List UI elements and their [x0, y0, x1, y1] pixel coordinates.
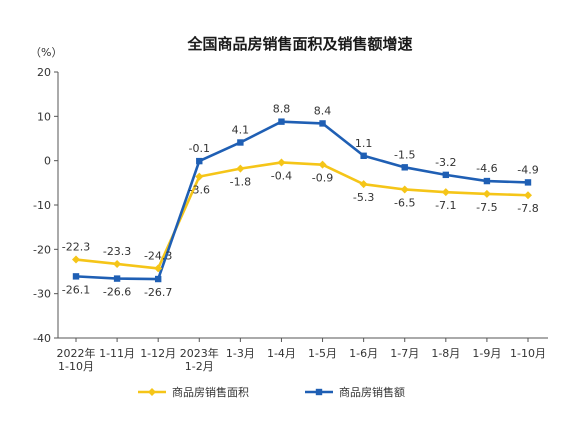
- data-point: [360, 152, 367, 159]
- y-tick-label: -40: [33, 332, 51, 345]
- data-label: -1.5: [394, 148, 415, 161]
- x-tick-label: 1-4月: [267, 347, 296, 360]
- legend-label: 商品房销售面积: [172, 385, 249, 399]
- chart-title: 全国商品房销售面积及销售额增速: [186, 35, 412, 53]
- series-line: [75, 120, 529, 281]
- data-label: 1.1: [355, 137, 373, 150]
- data-label: 4.1: [232, 123, 250, 136]
- data-label: -7.5: [476, 201, 497, 214]
- x-tick-label: 1-5月: [308, 347, 337, 360]
- data-label: -0.1: [189, 142, 210, 155]
- legend-swatch-marker: [148, 388, 156, 396]
- x-tick-label: 2022年 1-10月: [57, 346, 96, 373]
- y-tick-label: 10: [37, 110, 51, 123]
- series-line: [75, 161, 529, 270]
- series-layer: -22.3 -23.3 -24.3 -3.6 -1.8 -0.4 -0.9 -5.3 -6.5 -…: [62, 103, 539, 299]
- data-point: [277, 158, 286, 167]
- data-label: -0.4: [271, 169, 292, 182]
- y-tick-label: -10: [33, 199, 51, 212]
- legend: 商品房销售面积 商品房销售额: [138, 385, 405, 399]
- y-tick-label: -30: [33, 288, 51, 301]
- data-point: [441, 188, 450, 197]
- x-tick-label: 1-12月: [140, 347, 176, 360]
- y-axis-unit: （%）: [30, 46, 62, 59]
- x-tick-label: 1-9月: [472, 347, 501, 360]
- data-label: -3.2: [435, 156, 456, 169]
- data-point: [113, 275, 121, 282]
- data-label: -6.5: [394, 196, 415, 209]
- data-label: -26.6: [103, 286, 131, 299]
- data-label: 8.4: [314, 104, 332, 117]
- data-point: [113, 259, 122, 268]
- data-label: -4.6: [476, 162, 497, 175]
- y-tick-label: 20: [37, 66, 51, 79]
- data-label: -24.3: [144, 249, 172, 262]
- data-point: [359, 180, 368, 189]
- x-tick-label: 1-10月: [510, 347, 546, 360]
- data-point: [482, 189, 491, 198]
- data-point: [442, 171, 450, 179]
- x-tick-label: 2023年 1-2月: [180, 346, 219, 373]
- x-tick-label: 1-8月: [431, 347, 460, 360]
- data-point: [524, 179, 532, 186]
- x-tick-label: 1-6月: [349, 347, 378, 360]
- data-label: -23.3: [103, 245, 131, 258]
- y-tick-label: -20: [33, 243, 51, 256]
- data-point: [237, 139, 244, 146]
- data-point: [195, 172, 204, 181]
- data-label: -4.9: [517, 163, 538, 176]
- data-label: 8.8: [273, 103, 291, 116]
- x-tick-label: 1-7月: [390, 347, 419, 360]
- data-label: -22.3: [62, 241, 90, 254]
- legend-label: 商品房销售额: [339, 385, 405, 399]
- data-point: [483, 177, 491, 185]
- data-point: [72, 255, 80, 264]
- legend-swatch-marker: [315, 388, 323, 396]
- data-point: [196, 157, 203, 165]
- data-point: [72, 273, 80, 280]
- data-label: -0.9: [312, 172, 333, 185]
- data-label: -7.8: [517, 202, 538, 215]
- data-label: -26.7: [144, 286, 172, 299]
- data-point: [319, 120, 326, 127]
- data-point: [236, 164, 245, 173]
- data-label: -3.6: [189, 184, 210, 197]
- data-point: [278, 118, 285, 125]
- data-label: -5.3: [353, 191, 374, 204]
- y-tick-label: 0: [44, 155, 51, 168]
- data-label: -1.8: [230, 176, 251, 189]
- data-label: -26.1: [62, 283, 90, 296]
- data-point: [401, 164, 408, 171]
- data-point: [524, 191, 532, 200]
- data-point: [318, 160, 327, 169]
- data-point: [154, 264, 163, 273]
- data-point: [154, 275, 162, 283]
- data-label: -7.1: [435, 199, 456, 212]
- x-tick-label: 1-11月: [99, 347, 135, 360]
- x-tick-label: 1-3月: [226, 347, 255, 360]
- data-point: [400, 185, 409, 194]
